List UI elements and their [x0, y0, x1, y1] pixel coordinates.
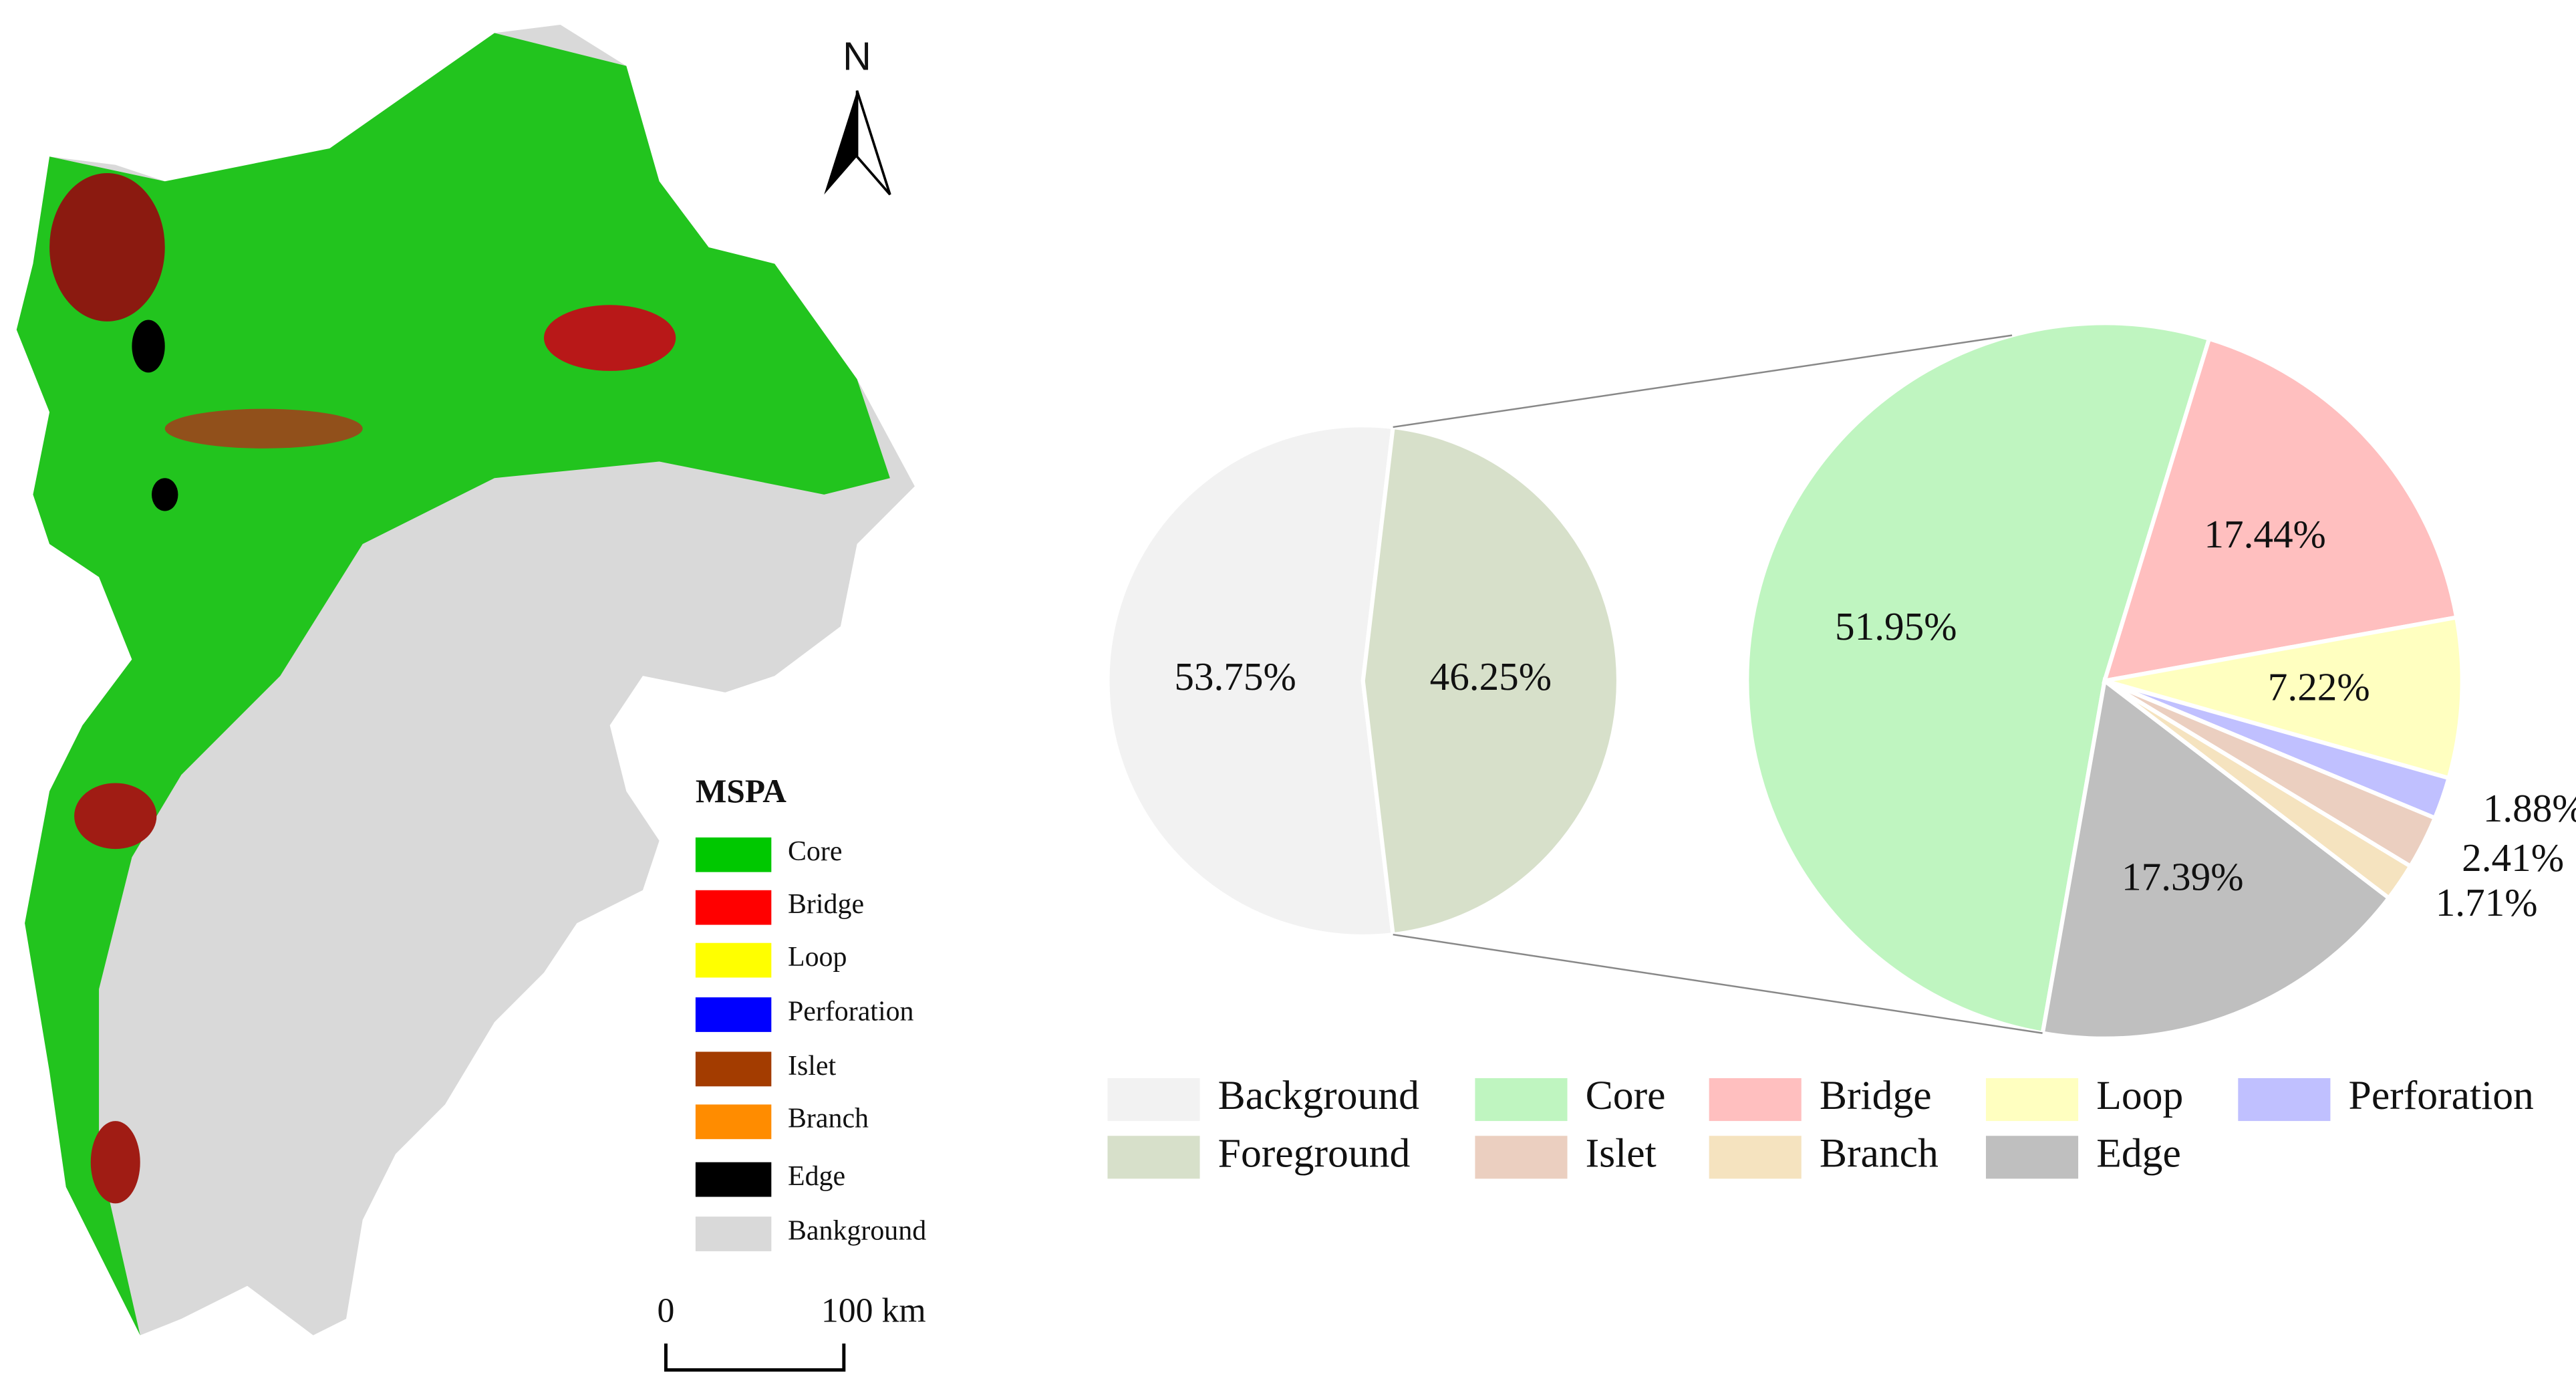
pie-slice	[2040, 677, 2392, 1041]
slice-label: 53.75%	[1174, 654, 1296, 699]
legend-label: Loop	[2096, 1073, 2183, 1118]
map-legend-swatch	[695, 1051, 772, 1087]
legend-swatch	[1709, 1078, 1802, 1122]
slice-label: 7.22%	[2268, 665, 2370, 709]
slice-label: 46.25%	[1430, 654, 1552, 699]
map: N MSPA Core Bridge Loop Perforation Islet Bra…	[16, 24, 926, 1372]
legend-swatch	[1475, 1136, 1568, 1179]
map-bridge-patch	[90, 1121, 140, 1204]
map-bridge-patch	[74, 783, 157, 850]
pie-slice	[1745, 321, 2212, 1036]
map-edge-patch	[152, 478, 178, 511]
map-legend-label: Loop	[788, 942, 847, 973]
legend-label: Foreground	[1218, 1130, 1411, 1176]
legend-label: Bridge	[1820, 1073, 1932, 1118]
map-islet-patch	[49, 172, 165, 322]
legend-swatch	[1985, 1136, 2079, 1179]
map-edge-patch	[132, 320, 165, 373]
map-legend-label: Bankground	[788, 1215, 926, 1246]
map-legend-swatch	[695, 942, 772, 978]
map-legend-label: Core	[788, 836, 842, 867]
legend-label: Perforation	[2349, 1073, 2534, 1118]
pie-slice	[1105, 423, 1396, 938]
scale-bar	[664, 1344, 846, 1372]
scale-label: 100 km	[821, 1292, 926, 1330]
legend-label: Islet	[1586, 1130, 1657, 1176]
map-legend-label: Edge	[788, 1161, 845, 1192]
map-bridge-patch	[164, 408, 363, 449]
slice-label: 1.88%	[2483, 786, 2576, 830]
map-legend: Core Bridge Loop Perforation Islet Branch Edge…	[695, 836, 926, 1251]
map-legend-label: Bridge	[788, 889, 864, 920]
map-legend-swatch	[695, 997, 772, 1032]
slice-label: 17.44%	[2204, 512, 2325, 556]
map-legend-swatch	[695, 1162, 772, 1197]
legend-swatch	[2238, 1078, 2331, 1122]
map-legend-label: Islet	[788, 1051, 837, 1082]
scale-label: 0	[658, 1292, 675, 1330]
map-legend-label: Branch	[788, 1104, 869, 1134]
legend-swatch	[1475, 1078, 1568, 1122]
legend-swatch	[1107, 1136, 1200, 1179]
legend-swatch	[1107, 1078, 1200, 1122]
pie-slice	[1361, 424, 1620, 937]
slice-label: 2.41%	[2462, 836, 2564, 880]
pie-slice	[2104, 615, 2464, 781]
legend-swatch	[1985, 1078, 2079, 1122]
slice-label: 17.39%	[2122, 854, 2243, 898]
connector-line	[1393, 933, 2043, 1034]
legend-label: Edge	[2096, 1130, 2181, 1176]
slice-label: 51.95%	[1835, 604, 1957, 648]
map-legend-swatch	[695, 1217, 772, 1251]
slice-label: 1.71%	[2436, 880, 2538, 924]
map-legend-swatch	[695, 890, 772, 925]
pie-slice	[2102, 336, 2459, 684]
legend-label: Core	[1586, 1073, 1666, 1118]
north-arrow-right	[855, 90, 891, 196]
legend-swatch	[1709, 1136, 1802, 1179]
pie-chart: 53.75% 46.25%51.95%17.44%7.22%1.88%2.41%1…	[1105, 321, 2576, 1179]
map-core-area	[16, 33, 890, 1336]
map-legend-title: MSPA	[696, 773, 786, 809]
north-arrow-left	[824, 90, 857, 195]
legend-label: Branch	[1820, 1130, 1939, 1176]
legend-label: Background	[1218, 1073, 1419, 1118]
north-label: N	[843, 33, 871, 78]
connector-line	[1393, 334, 2013, 428]
map-bridge-patch	[543, 305, 676, 371]
map-legend-label: Perforation	[788, 996, 914, 1027]
map-legend-swatch	[695, 837, 772, 872]
map-legend-swatch	[695, 1104, 772, 1140]
